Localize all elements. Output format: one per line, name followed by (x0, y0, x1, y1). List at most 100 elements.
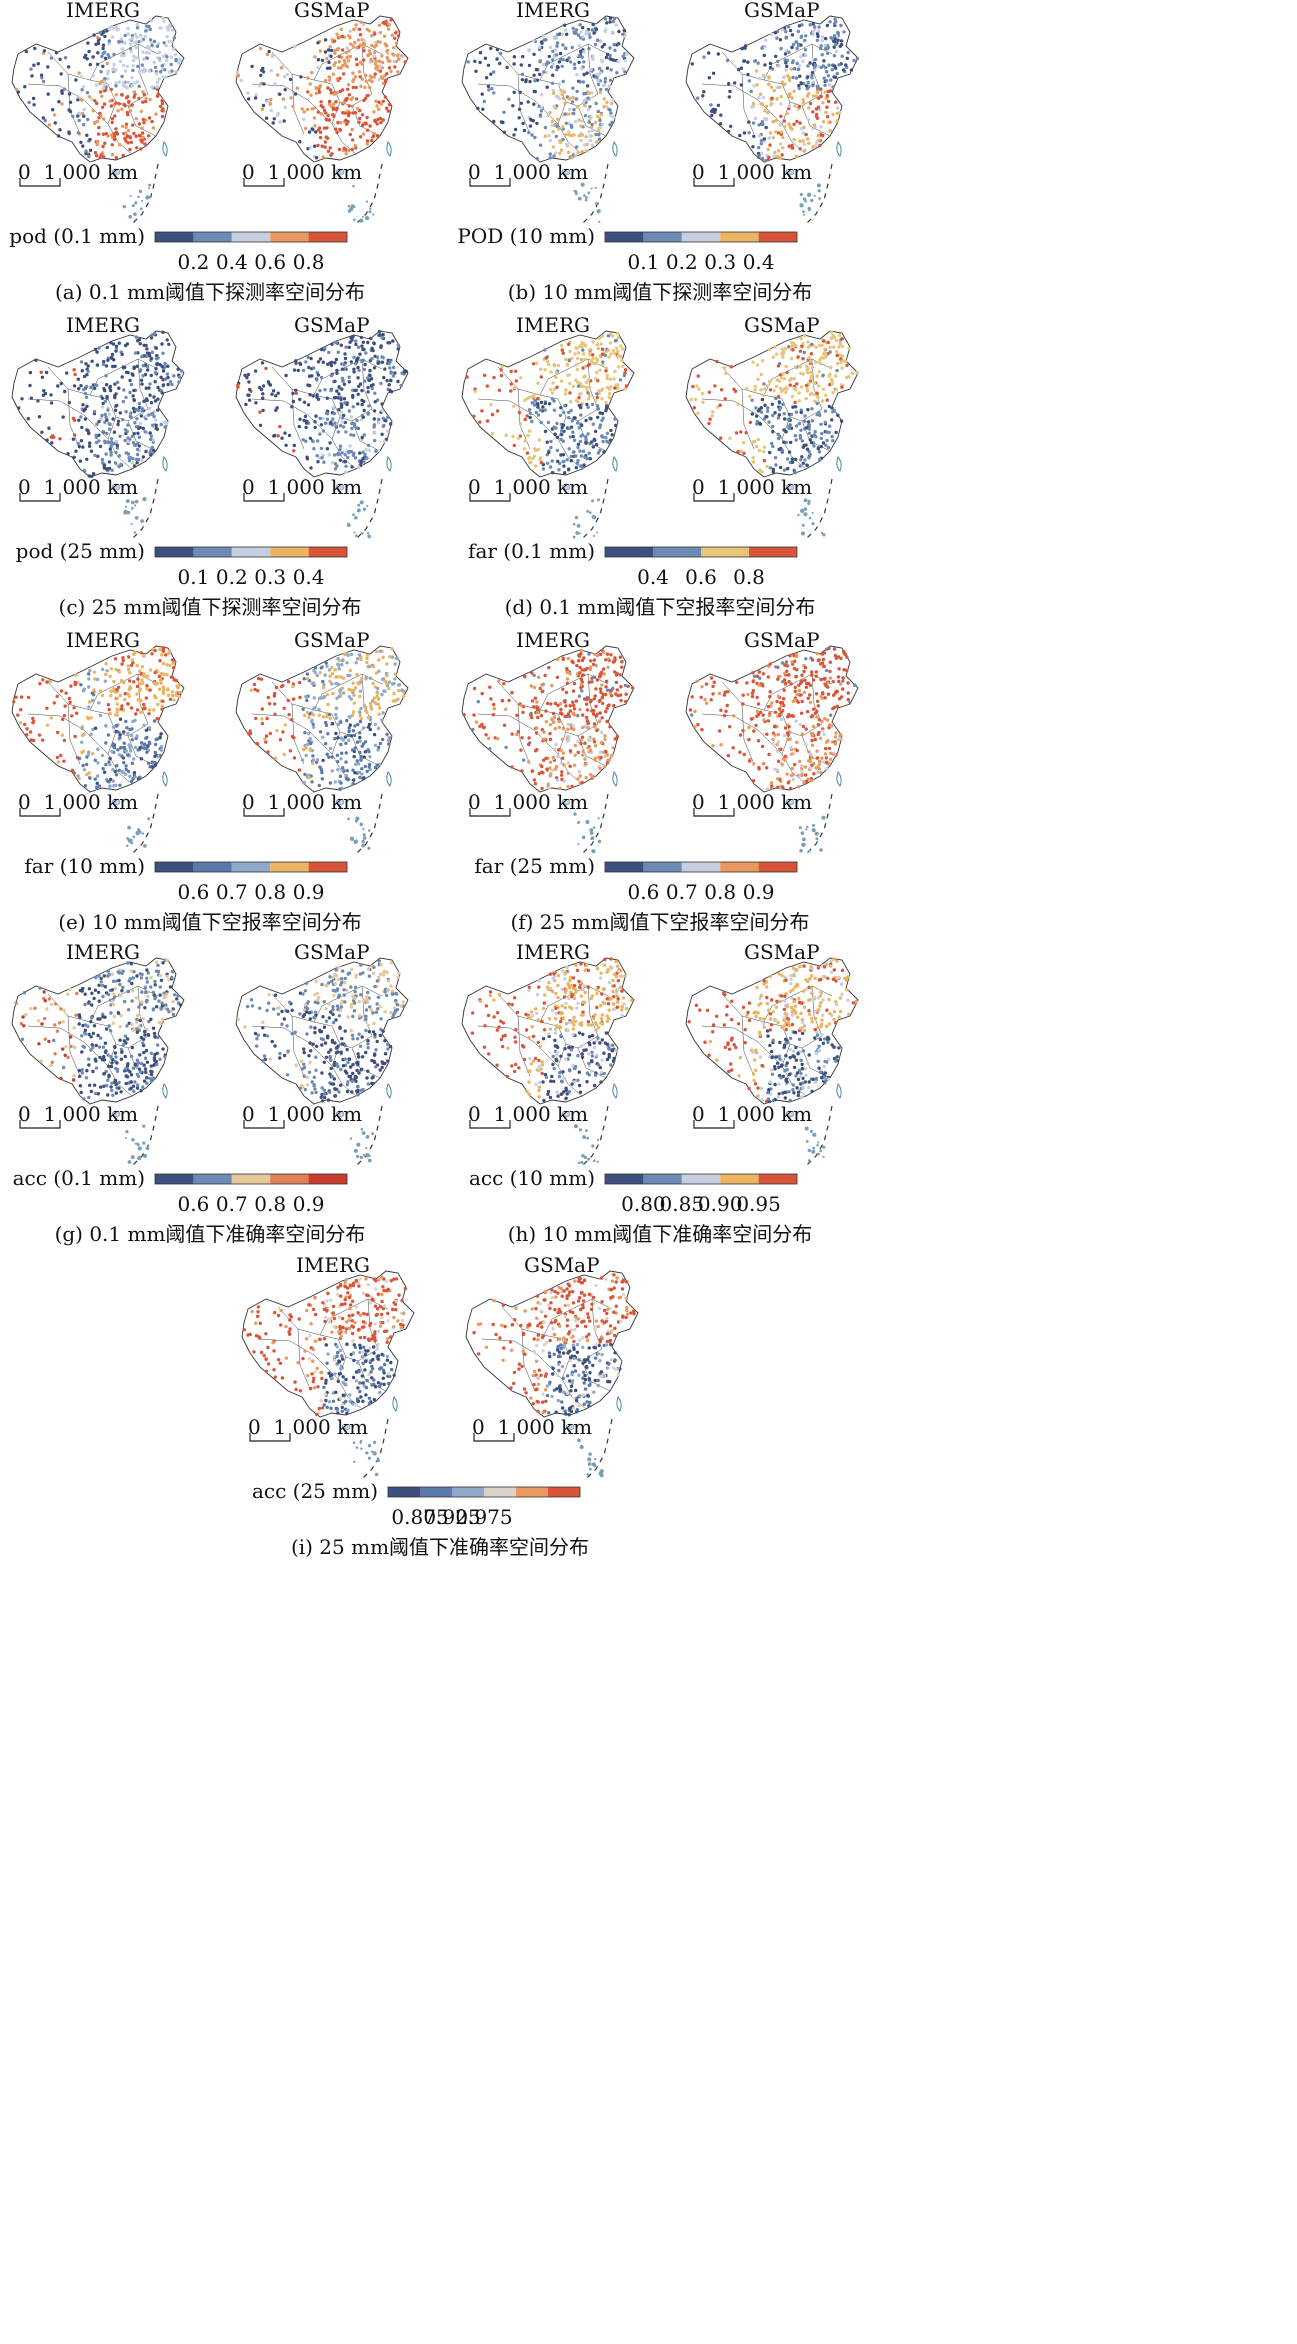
station-dot (269, 108, 273, 113)
station-dot (397, 688, 401, 693)
station-dot (95, 35, 100, 40)
station-dot (340, 686, 345, 690)
station-dot (798, 139, 802, 143)
station-dot (314, 86, 318, 90)
station-dot (607, 441, 611, 445)
station-dot (593, 399, 598, 403)
station-dot (541, 34, 546, 38)
station-dot (60, 102, 64, 106)
station-dot (557, 719, 561, 724)
station-dot (336, 768, 340, 772)
station-dot (360, 772, 364, 776)
station-dot (139, 378, 144, 382)
station-dot (580, 658, 585, 663)
station-dot (275, 73, 280, 77)
station-dot (818, 457, 822, 462)
station-dot (587, 680, 591, 684)
station-dot (799, 81, 803, 86)
station-dot (352, 754, 356, 759)
station-dot (345, 718, 349, 723)
station-dot (787, 345, 791, 349)
station-dot (397, 683, 402, 687)
station-dot (538, 456, 543, 460)
station-dot (305, 698, 309, 703)
station-dot (368, 368, 372, 373)
station-dot (614, 673, 619, 677)
station-dot (81, 85, 86, 89)
station-dot (124, 410, 128, 414)
station-dot (519, 703, 524, 708)
sea-island (368, 210, 372, 214)
station-dot (393, 677, 397, 681)
nine-dash-line (581, 793, 609, 855)
station-dot (254, 93, 258, 97)
station-dot (126, 95, 130, 99)
station-dot (56, 760, 60, 764)
station-dot (124, 719, 128, 724)
station-dot (108, 784, 112, 788)
station-dot (134, 134, 138, 138)
station-dot (695, 384, 699, 388)
station-dot (580, 735, 585, 739)
station-dot (502, 682, 506, 686)
station-dot (579, 738, 583, 742)
station-dot (322, 683, 326, 687)
station-dot (337, 392, 341, 396)
station-dot (369, 336, 373, 341)
station-dot (116, 748, 120, 752)
station-dot (372, 732, 377, 737)
station-dot (334, 716, 339, 720)
station-dot (567, 342, 571, 346)
station-dot (361, 776, 365, 781)
station-dot (372, 341, 376, 346)
station-dot (605, 104, 609, 109)
station-dot (550, 470, 555, 475)
station-dot (103, 412, 107, 417)
station-dot (762, 137, 766, 141)
station-dot (520, 72, 525, 76)
station-dot (834, 42, 838, 47)
station-dot (148, 668, 153, 672)
station-dot (49, 435, 53, 439)
station-dot (345, 55, 349, 60)
station-dot (169, 62, 173, 67)
station-dot (310, 107, 314, 111)
station-dot (73, 433, 77, 437)
station-dot (572, 30, 576, 34)
station-dot (128, 147, 132, 152)
station-dot (845, 363, 849, 367)
station-dot (341, 379, 345, 383)
station-dot (152, 60, 156, 65)
station-dot (306, 742, 310, 746)
station-dot (609, 653, 613, 657)
station-dot (487, 88, 491, 92)
station-dot (347, 375, 351, 379)
station-dot (109, 24, 114, 29)
station-dot (107, 460, 112, 464)
station-dot (760, 470, 764, 474)
station-dot (806, 80, 810, 85)
station-dot (121, 63, 126, 68)
station-dot (377, 421, 381, 425)
station-dot (595, 370, 599, 375)
station-dot (358, 694, 362, 699)
station-dot (386, 52, 390, 56)
station-dot (161, 691, 166, 696)
sea-island (130, 506, 134, 510)
station-dot (555, 44, 559, 48)
station-dot (579, 392, 583, 396)
station-dot (600, 45, 604, 49)
station-dot (319, 423, 324, 427)
station-dot (568, 435, 572, 439)
station-dot (359, 84, 363, 88)
station-dot (130, 83, 134, 88)
station-dot (380, 718, 384, 722)
taiwan-outline (386, 455, 392, 472)
station-dot (803, 48, 808, 52)
station-dot (106, 53, 110, 57)
station-dot (137, 84, 141, 89)
station-dot (159, 681, 163, 685)
station-dot (725, 58, 730, 63)
station-dot (539, 400, 544, 405)
station-dot (144, 386, 148, 390)
